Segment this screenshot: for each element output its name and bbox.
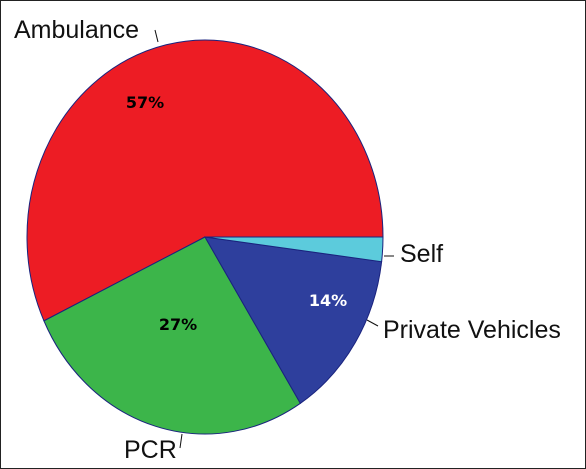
pie-slice [204, 236, 383, 405]
value-label: 14% [309, 291, 347, 310]
category-label: Private Vehicles [383, 316, 561, 344]
leader-line [179, 433, 183, 449]
value-label: 27% [159, 315, 197, 334]
category-label: PCR [124, 436, 177, 464]
pie-slice [204, 236, 384, 263]
leader-line [154, 29, 159, 43]
leader-line [366, 319, 379, 327]
pie-slice [26, 39, 384, 322]
category-label: Ambulance [14, 16, 139, 44]
pie-slice [43, 236, 302, 435]
category-label: Self [400, 240, 443, 268]
value-label: 57% [126, 93, 164, 112]
